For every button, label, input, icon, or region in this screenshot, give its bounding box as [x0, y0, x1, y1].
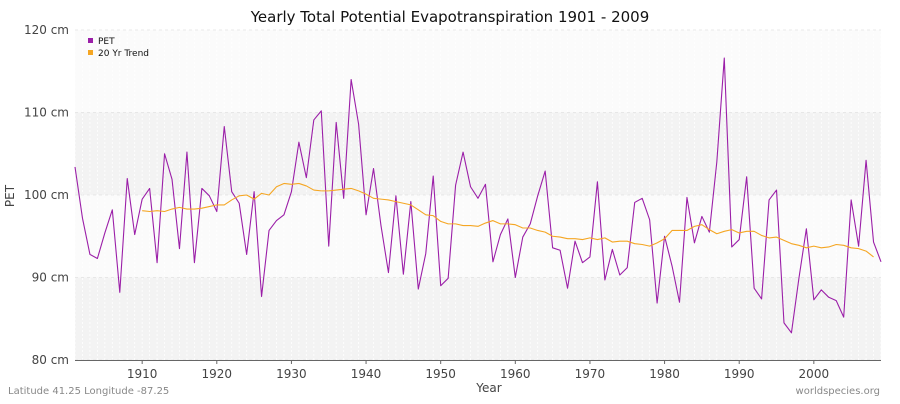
x-tick-label: 1940 — [351, 367, 382, 381]
footer-location: Latitude 41.25 Longitude -87.25 — [8, 386, 169, 397]
legend-swatch-trend — [88, 50, 93, 55]
x-tick-label: 1910 — [127, 367, 158, 381]
x-tick-label: 1930 — [276, 367, 307, 381]
x-tick-label: 1990 — [724, 367, 755, 381]
x-tick-label: 1920 — [202, 367, 233, 381]
chart-title: Yearly Total Potential Evapotranspiratio… — [250, 8, 650, 26]
legend: PET 20 Yr Trend — [88, 37, 149, 59]
y-tick-label: 80 cm — [32, 353, 69, 367]
y-tick-label: 90 cm — [32, 271, 69, 285]
y-tick-label: 100 cm — [24, 188, 69, 202]
series-line-20yr-trend — [142, 182, 874, 258]
y-axis-label: PET — [3, 184, 17, 207]
x-tick-label: 1970 — [575, 367, 606, 381]
legend-label-trend: 20 Yr Trend — [98, 49, 149, 59]
x-tick-label: 2000 — [799, 367, 830, 381]
y-tick-label: 110 cm — [24, 106, 69, 120]
legend-swatch-pet — [88, 38, 93, 43]
y-tick-label: 120 cm — [24, 23, 69, 37]
legend-label-pet: PET — [98, 37, 115, 47]
series-line-pet — [74, 57, 882, 334]
x-axis-label: Year — [475, 381, 501, 395]
x-tick-label: 1980 — [649, 367, 680, 381]
x-tick-label: 1960 — [500, 367, 531, 381]
x-tick-label: 1950 — [425, 367, 456, 381]
footer-source: worldspecies.org — [796, 386, 880, 397]
